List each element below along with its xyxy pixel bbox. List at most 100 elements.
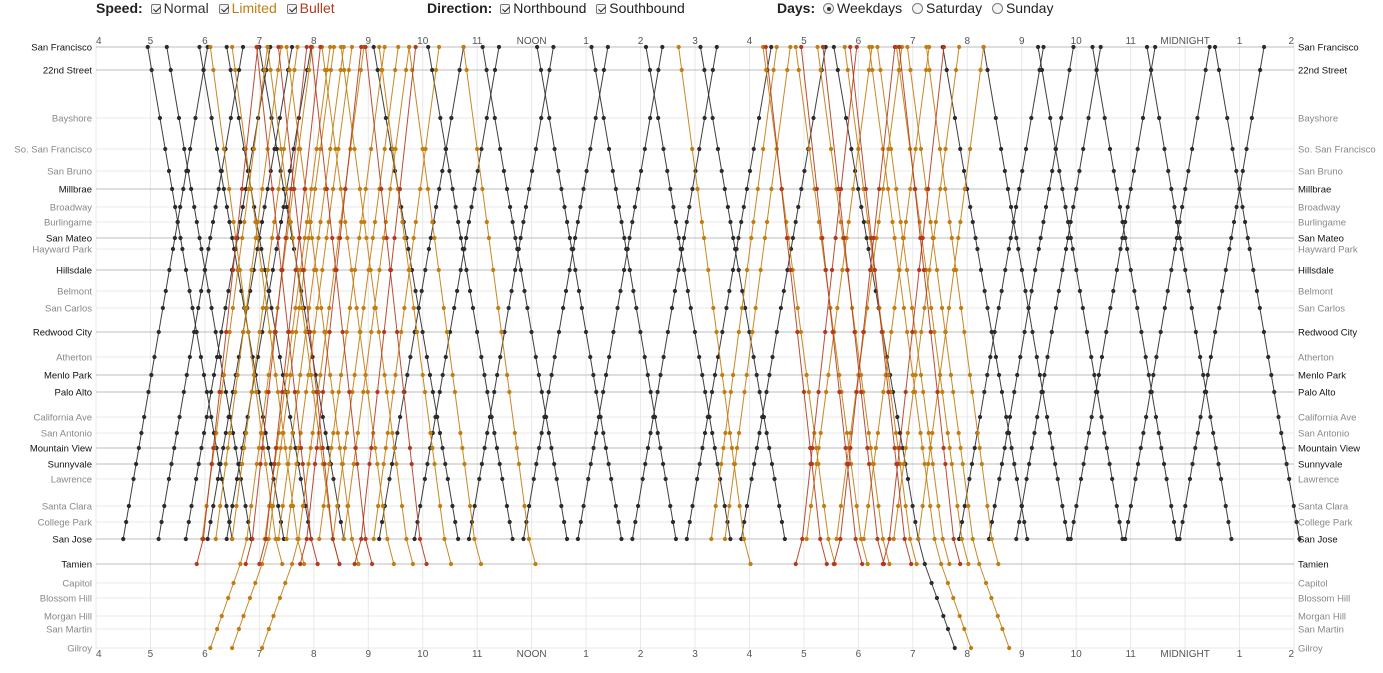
direction-southbound-checkbox[interactable]: [596, 4, 607, 14]
limited-northbound-train-stop: [908, 186, 913, 192]
normal-northbound-train-stop: [228, 115, 233, 121]
normal-northbound-train-stop: [172, 445, 177, 451]
bullet-southbound-train-stop: [853, 536, 858, 542]
normal-northbound-train-stop: [159, 519, 164, 525]
normal-southbound-train-stop: [647, 67, 653, 73]
days-saturday-radio[interactable]: [912, 3, 924, 14]
normal-southbound-train-stop: [613, 503, 618, 509]
normal-southbound-gilroy-train-stop: [835, 67, 840, 73]
speed-limited-option[interactable]: Limited: [218, 0, 277, 16]
speed-normal-checkbox[interactable]: [150, 4, 161, 14]
direction-northbound-label: Northbound: [513, 0, 587, 16]
limited-northbound-train-stop: [769, 186, 774, 192]
limited-northbound-train-stop: [436, 44, 442, 50]
limited-northbound-train-stop: [251, 146, 257, 152]
days-saturday-option[interactable]: Saturday: [912, 0, 982, 16]
limited-southbound-gilroy-train-stop: [995, 613, 1000, 619]
speed-normal-option[interactable]: Normal: [150, 0, 209, 16]
limited-northbound-train-stop: [755, 186, 760, 192]
normal-northbound-train-stop: [567, 267, 572, 273]
limited-northbound-gilroy-train-stop: [294, 329, 299, 335]
normal-southbound-train-stop: [648, 389, 653, 395]
normal-northbound-train-stop: [1053, 305, 1059, 311]
days-sunday-radio[interactable]: [991, 3, 1003, 14]
normal-southbound-train-stop: [1297, 536, 1302, 542]
normal-northbound-train-stop: [1038, 235, 1043, 241]
normal-southbound-train-stop: [252, 204, 257, 210]
normal-southbound-train-stop: [221, 186, 226, 192]
normal-northbound-train-stop: [1227, 246, 1232, 252]
normal-southbound-train-stop: [772, 476, 777, 482]
normal-southbound-train-stop: [206, 288, 211, 294]
limited-southbound-train-stop: [690, 146, 695, 152]
normal-southbound-train-stop: [660, 461, 666, 467]
normal-southbound-train-stop: [1157, 115, 1162, 121]
normal-northbound-train-stop: [133, 461, 139, 467]
limited-southbound-train-stop: [400, 219, 405, 225]
normal-northbound-train-stop: [774, 329, 779, 335]
limited-southbound-train-stop: [407, 44, 412, 50]
days-weekdays-radio[interactable]: [823, 3, 835, 14]
station-label-left: Burlingame: [44, 218, 92, 229]
limited-southbound-train-stop: [970, 389, 975, 395]
time-tick-label-top: 5: [148, 36, 154, 47]
days-sunday-option[interactable]: Sunday: [991, 0, 1053, 16]
direction-southbound-option[interactable]: Southbound: [596, 0, 685, 16]
normal-northbound-train-stop: [1045, 354, 1050, 360]
speed-limited-checkbox[interactable]: [218, 4, 229, 14]
normal-southbound-train-stop: [338, 519, 343, 525]
normal-southbound-train-stop: [1120, 536, 1125, 542]
normal-northbound-train-stop: [408, 354, 413, 360]
normal-northbound-train-stop: [387, 476, 392, 482]
limited-southbound-gilroy-train-stop: [896, 267, 901, 273]
limited-southbound-train-stop: [512, 430, 517, 436]
normal-southbound-train-stop: [1225, 115, 1230, 121]
limited-northbound-gilroy-train-stop: [308, 219, 313, 225]
bullet-southbound-train-stop: [298, 445, 304, 451]
normal-northbound-train-stop: [575, 536, 581, 542]
normal-southbound-train-stop: [227, 519, 232, 525]
bullet-southbound-train-stop: [275, 235, 280, 241]
normal-northbound-train-stop: [188, 146, 193, 152]
bullet-southbound-train-stop: [315, 561, 320, 567]
station-label-left: Sunnyvale: [48, 460, 92, 471]
direction-northbound-checkbox[interactable]: [500, 4, 511, 14]
speed-bullet-option[interactable]: Bullet: [286, 0, 335, 16]
days-weekdays-option[interactable]: Weekdays: [823, 0, 902, 16]
bullet-northbound-train-stop: [854, 389, 859, 395]
normal-southbound-train-stop: [601, 115, 606, 121]
normal-southbound-train-stop: [1247, 246, 1252, 252]
normal-northbound-train-stop: [962, 503, 967, 509]
station-label-left: San Jose: [52, 535, 92, 546]
normal-northbound-train-stop: [240, 204, 245, 210]
normal-southbound-train-stop: [268, 461, 274, 467]
limited-southbound-train-stop: [356, 561, 361, 567]
normal-southbound-train-stop: [236, 115, 241, 121]
normal-southbound-train-stop: [538, 67, 544, 73]
limited-southbound-train-stop: [798, 329, 804, 335]
bullet-southbound-train-line: [800, 46, 863, 565]
limited-northbound-train-stop: [881, 389, 886, 395]
limited-southbound-gilroy-train-stop: [970, 536, 975, 542]
normal-northbound-train-stop: [1198, 414, 1203, 420]
normal-northbound-train-stop: [578, 204, 583, 210]
time-tick-label-bottom: 11: [1125, 649, 1136, 660]
normal-northbound-train-stop: [201, 430, 207, 436]
normal-southbound-train-stop: [536, 372, 541, 378]
normal-northbound-train-stop: [1135, 146, 1140, 152]
bullet-northbound-train-stop: [337, 235, 343, 241]
direction-label: Direction:: [427, 0, 493, 16]
limited-northbound-train-stop: [938, 186, 943, 192]
limited-northbound-train-stop: [361, 389, 366, 395]
normal-northbound-train-stop: [690, 503, 695, 509]
normal-northbound-train-stop: [588, 461, 593, 467]
direction-northbound-option[interactable]: Northbound: [500, 0, 586, 16]
normal-southbound-train-stop: [1284, 461, 1289, 467]
speed-bullet-checkbox[interactable]: [286, 4, 297, 14]
time-tick-label-bottom: 8: [311, 649, 317, 660]
normal-northbound-train-stop: [419, 288, 424, 294]
normal-southbound-train-stop: [1102, 430, 1107, 436]
normal-southbound-train-stop: [1269, 372, 1274, 378]
normal-northbound-train-stop: [1140, 115, 1146, 121]
normal-northbound-train-stop: [455, 288, 460, 294]
